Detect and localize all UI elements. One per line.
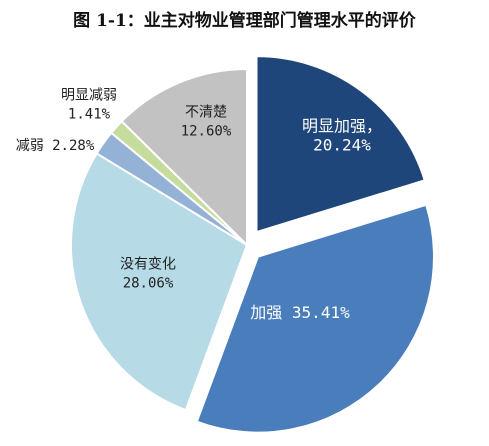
slice-label: 明显减弱 1.41% xyxy=(61,88,117,123)
slice-label-line: 没有变化 xyxy=(120,257,176,273)
slice-label-line: 1.41% xyxy=(68,107,111,123)
pie-slice xyxy=(255,55,426,234)
slice-label-line: 28.06% xyxy=(123,276,174,292)
slice-label: 减弱 2.28% xyxy=(16,138,95,154)
pie-slice xyxy=(70,152,249,412)
slice-label-line: 12.60% xyxy=(181,124,232,140)
slice-label-line: 减弱 2.28% xyxy=(16,138,95,154)
slice-label: 没有变化 28.06% xyxy=(120,257,176,292)
slice-label-line: 不清楚 xyxy=(185,105,227,121)
slice-label-line: 明显减弱 xyxy=(61,88,117,104)
slice-label: 不清楚 12.60% xyxy=(181,105,232,140)
slice-label-line: 20.24% xyxy=(313,136,371,155)
slice-label-line: 明显加强， xyxy=(302,117,382,136)
slice-label: 加强 35.41% xyxy=(250,303,350,322)
slice-label: 明显加强， 20.24% xyxy=(302,117,382,155)
chart-title: 图 1-1：业主对物业管理部门管理水平的评价 xyxy=(73,11,416,31)
pie-slice xyxy=(120,67,248,248)
slice-label-line: 加强 35.41% xyxy=(250,303,350,322)
pie-slice xyxy=(195,203,435,434)
